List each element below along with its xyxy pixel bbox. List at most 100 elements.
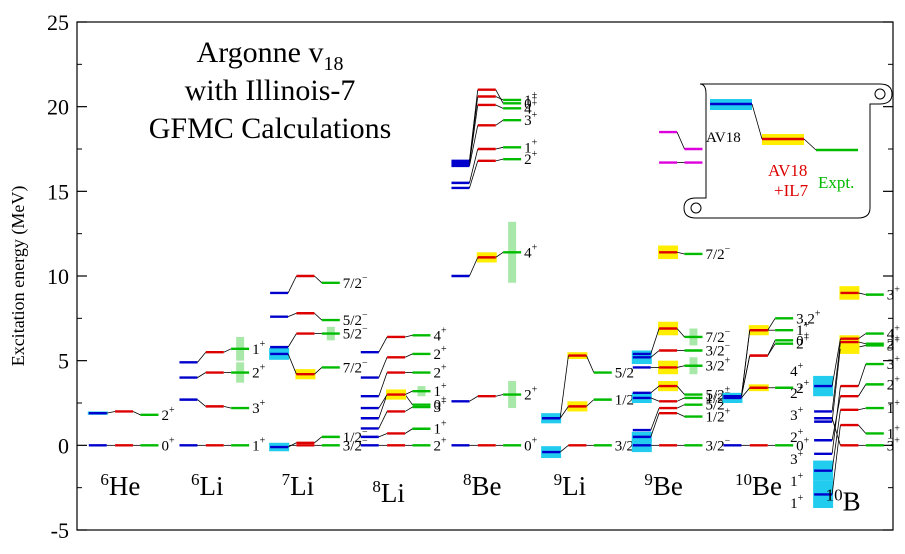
connector [495, 89, 504, 104]
connector [287, 353, 297, 375]
connector [676, 328, 685, 338]
level-label: 1+ [433, 381, 447, 400]
b10-left-labels: 4+ 2+ 3+ 2+ 3+ 1+ 1+ [790, 361, 804, 512]
y-tick-label: 10 [47, 264, 69, 289]
nucleus-label: 6He [100, 470, 140, 501]
connector [378, 372, 388, 397]
level-label: 0+ [524, 435, 538, 454]
nucleus-8Li: 2+1+3+0+1+2+2+4+8Li [360, 325, 447, 508]
nucleus-label: 9Be [644, 470, 683, 501]
connector [831, 347, 841, 422]
levels-layer: 0+2+6He1+3+2+1+6Li3/2−1/2−7/2−5/2−5/2−7/… [87, 88, 901, 516]
scroll-curl-icon [874, 88, 886, 100]
connector [559, 445, 569, 453]
connector [767, 318, 776, 331]
connector [676, 397, 685, 402]
nucleus-label: 7Li [282, 470, 315, 501]
nucleus-label: 6Li [191, 470, 224, 501]
level-label: 2+ [433, 435, 447, 454]
level-label: 0+ [433, 395, 447, 414]
level-label: 3+ [252, 398, 266, 417]
connector [469, 89, 479, 161]
connector [858, 345, 866, 348]
nucleus-6He: 0+ 2+ 6He [87, 405, 175, 501]
connector [650, 413, 660, 437]
scroll-curl-icon [690, 202, 702, 214]
nucleus-7Li: 3/2−1/2− 7/2− 5/2−5/2− 7/2− 7Li [269, 273, 368, 501]
connector [858, 333, 867, 339]
legend-il7-label: AV18 [768, 161, 807, 180]
connector [676, 251, 685, 255]
b10-left-level-label: 2+ [790, 427, 804, 446]
level-label: 7/2− [705, 244, 730, 263]
connector [858, 424, 867, 434]
level-label: 1+ [524, 90, 538, 109]
nucleus-9Li: 3/2−1/2−5/2−9Li [541, 352, 640, 501]
level-label: 2+ [524, 385, 538, 404]
legend-expt-label: Expt. [818, 173, 854, 192]
b10-left-level-label: 2+ [790, 383, 804, 402]
connector [197, 399, 206, 407]
connector [495, 251, 504, 258]
level-label: 1+ [524, 137, 538, 156]
connector [314, 436, 323, 444]
nucleus-10B: 3+1+1+3+2+3+2+4+3+10B [813, 285, 901, 516]
level-label: 7/2− [343, 273, 368, 292]
connector [831, 418, 841, 446]
title-line: with Illinois-7 [185, 74, 356, 107]
level-label: 0+ [796, 435, 810, 454]
level-label: 2+ [433, 344, 447, 363]
level-label: 3/2− [343, 435, 368, 454]
connector [197, 351, 207, 363]
level-label: 2+ [796, 334, 810, 353]
connector [676, 385, 685, 395]
level-label: 1+ [796, 320, 810, 339]
b10-left-level-label: 3+ [790, 405, 804, 424]
connector [314, 367, 323, 375]
connector [404, 334, 413, 338]
connector [378, 433, 388, 438]
level-label: 3,2+ [796, 308, 821, 327]
nucleus-label: 9Li [554, 470, 587, 501]
level-label: 3+ [887, 285, 901, 304]
connector [586, 355, 595, 373]
level-label: 5/2+ [705, 385, 730, 404]
connector [650, 350, 660, 358]
connector [287, 442, 297, 448]
level-label: 2+ [887, 334, 901, 353]
connector [223, 348, 232, 353]
level-label: 7/2− [705, 327, 730, 346]
connector [106, 411, 116, 414]
level-label: 3/2− [705, 435, 730, 454]
level-label: 2+ [161, 405, 175, 424]
connector [378, 357, 388, 378]
y-tick-label: 15 [47, 179, 69, 204]
level-label: 5/2− [343, 310, 368, 329]
level-label: 2+ [433, 363, 447, 382]
level-label: 3+ [887, 335, 901, 354]
level-label: 3+ [433, 397, 447, 416]
connector [223, 405, 232, 409]
connector [378, 336, 388, 353]
connector [767, 340, 776, 356]
nucleus-label: 8Li [372, 477, 405, 508]
connector [559, 406, 569, 419]
level-label: 3/2− [705, 341, 730, 360]
connector [831, 409, 841, 471]
connector [378, 394, 388, 419]
legend-scroll [683, 83, 893, 219]
connector [287, 275, 297, 294]
title-line: GFMC Calculations [149, 112, 392, 145]
connector [858, 407, 866, 411]
connector [831, 424, 841, 495]
connector [650, 328, 660, 355]
connector [586, 399, 595, 407]
level-label: 4+ [524, 98, 538, 117]
level-label: 2+ [252, 363, 266, 382]
level-label: 2+ [524, 149, 538, 168]
y-axis-label: Excitation energy (MeV) [8, 186, 29, 367]
level-label: 2+ [796, 378, 810, 397]
title-line: Argonne v18 [197, 36, 344, 75]
level-label: 5/2− [343, 324, 368, 343]
